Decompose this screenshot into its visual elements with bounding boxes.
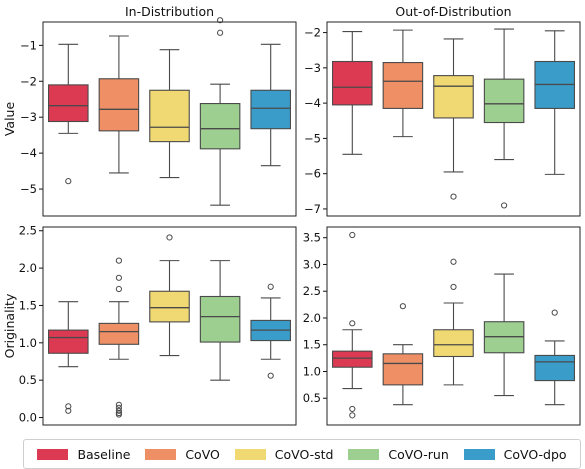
panel-2-ytick-label: −6	[304, 167, 321, 181]
panel-2-covo-run-box	[484, 79, 523, 122]
legend-label: CoVO-dpo	[504, 447, 567, 462]
legend-swatch	[145, 449, 176, 460]
panel-1-baseline-box	[49, 85, 88, 122]
legend-item-covo-std: CoVO-std	[235, 447, 334, 462]
panel-1-ytick-label: −3	[20, 110, 37, 124]
legend-item-covo: CoVO	[145, 447, 220, 462]
panel-3-covo-box	[99, 323, 138, 344]
panel-2-ytick-label: −3	[304, 61, 321, 75]
legend-item-baseline: Baseline	[37, 447, 130, 462]
panel-4-ytick-label: 3.5	[303, 231, 321, 245]
panel-4-covo-std-outlier	[451, 284, 456, 289]
panel-2-ytick-label: −4	[304, 96, 321, 110]
panel-2-ytick-label: −5	[304, 131, 321, 145]
panel-4-baseline-outlier	[350, 406, 355, 411]
panel-3-covo-dpo-outlier	[268, 284, 273, 289]
legend-swatch	[464, 449, 495, 460]
panel-2-covo-std-box	[434, 76, 473, 118]
panel-4-covo-dpo-box	[535, 355, 574, 380]
panel-1-covo-run-box	[200, 104, 239, 149]
panel-3-ytick-label: 0.5	[19, 373, 37, 387]
legend-label: CoVO-std	[275, 447, 334, 462]
panel-3-covo-outlier	[116, 275, 121, 280]
panel-4-baseline-outlier	[350, 232, 355, 237]
panel-3-covo-run-box	[200, 296, 239, 342]
panel-2-covo-box	[383, 63, 422, 109]
panel-1-ytick-label: −4	[20, 146, 37, 160]
legend-swatch	[37, 449, 68, 460]
panel-3-ytick-label: 1.0	[19, 336, 37, 350]
panel-3-ytick-label: 0.0	[19, 411, 37, 425]
panel-3-baseline-box	[49, 330, 88, 353]
panel-3-ytick-label: 2.5	[19, 224, 37, 238]
panel-3-covo-std-outlier	[167, 235, 172, 240]
legend-label: CoVO	[185, 447, 220, 462]
legend-swatch	[348, 449, 379, 460]
panel-1-baseline-outlier	[66, 179, 71, 184]
panel-4-covo-std-box	[434, 330, 473, 357]
panel-3-covo-outlier	[116, 258, 121, 263]
panel-1-covo-run-outlier	[218, 30, 223, 35]
panel-4-ytick-label: 2.0	[303, 311, 321, 325]
panel-1-covo-std-box	[150, 90, 189, 141]
panel-3-covo-std-box	[150, 291, 189, 322]
legend-label: CoVO-run	[388, 447, 448, 462]
panel-4-baseline-outlier	[350, 321, 355, 326]
panel-1-title: In-Distribution	[125, 4, 214, 19]
panel-1-covo-box	[99, 79, 138, 131]
panel-3-ylabel: Originality	[2, 293, 17, 358]
panel-3-ytick-label: 1.5	[19, 298, 37, 312]
panel-1-ytick-label: −2	[20, 74, 37, 88]
panel-2-ytick-label: −7	[304, 202, 321, 216]
panel-4-baseline-outlier	[350, 413, 355, 418]
panel-2-covo-std-outlier	[451, 194, 456, 199]
panel-3-covo-dpo-outlier	[268, 373, 273, 378]
panel-3-covo-outlier	[116, 286, 121, 291]
panel-4-ytick-label: 1.0	[303, 364, 321, 378]
panel-2-covo-run-outlier	[502, 203, 507, 208]
legend-item-covo-run: CoVO-run	[348, 447, 448, 462]
legend: Baseline CoVO CoVO-std CoVO-run CoVO-dpo	[23, 439, 581, 469]
panel-4-ytick-label: 0.5	[303, 391, 321, 405]
panel-4-covo-box	[383, 354, 422, 385]
legend-swatch	[235, 449, 266, 460]
panel-4-baseline-box	[333, 351, 372, 367]
panel-4-ytick-label: 2.5	[303, 284, 321, 298]
panel-4-covo-outlier	[400, 304, 405, 309]
legend-label: Baseline	[77, 447, 130, 462]
figure-canvas: In-Distribution Value −5 −4 −3 −2 −1 Out-of-Dis…	[0, 0, 585, 440]
panel-1-ytick-label: −1	[20, 38, 37, 52]
panel-4-ytick-label: 1.5	[303, 338, 321, 352]
panel-1-ytick-label: −5	[20, 182, 37, 196]
panel-2-title: Out-of-Distribution	[395, 4, 511, 19]
panel-1-covo-dpo-box	[251, 90, 290, 128]
panel-1-ylabel: Value	[2, 102, 17, 137]
panel-4-covo-std-outlier	[451, 259, 456, 264]
panel-4-covo-dpo-outlier	[552, 310, 557, 315]
legend-item-covo-dpo: CoVO-dpo	[464, 447, 567, 462]
panel-3-ytick-label: 2.0	[19, 261, 37, 275]
panel-2-ytick-label: −2	[304, 26, 321, 40]
panel-2-baseline-box	[333, 62, 372, 105]
panel-4-ytick-label: 3.0	[303, 257, 321, 271]
